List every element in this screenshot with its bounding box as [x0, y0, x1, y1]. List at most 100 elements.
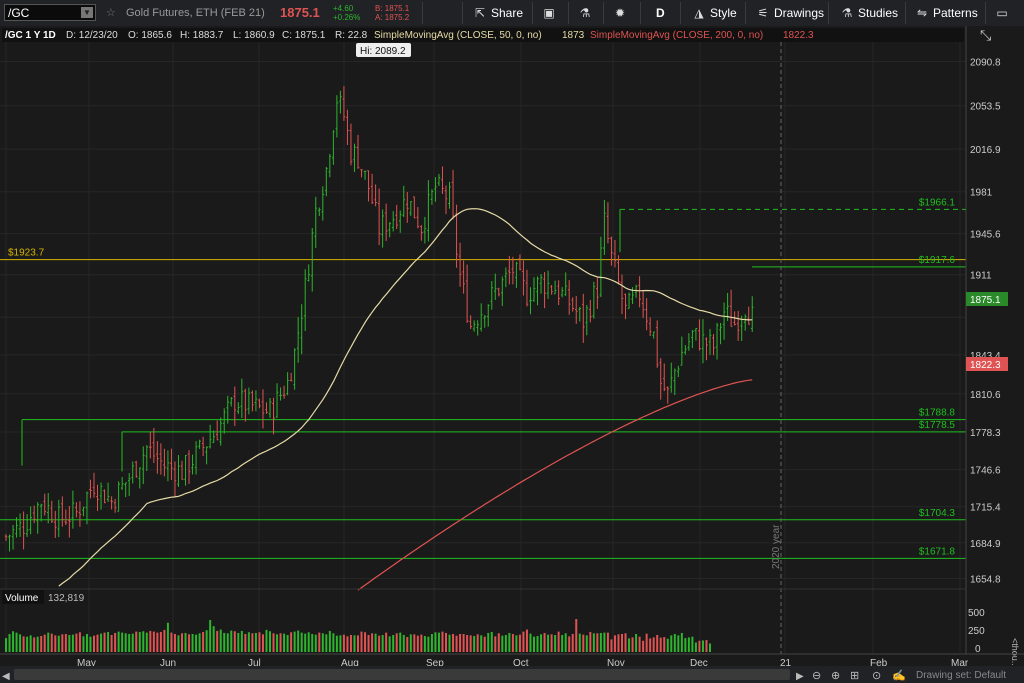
level-label: $1788.8: [919, 408, 956, 419]
volume-bar: [202, 631, 205, 652]
x-axis: May Jun Jul Aug Sep Oct Nov Dec 21 Feb Mar: [77, 658, 969, 669]
star-icon[interactable]: ☆: [106, 7, 116, 19]
volume-label-box: [2, 590, 44, 604]
toolbar: /GC ▼ ☆ Gold Futures, ETH (FEB 21) 1875.…: [0, 0, 1024, 27]
volume-bar: [223, 632, 226, 652]
volume-bar: [659, 637, 662, 652]
more-button[interactable]: ▭: [995, 0, 1013, 26]
style-icon: ◮: [694, 6, 704, 20]
volume-bar: [494, 636, 497, 652]
volume-bar: [645, 633, 648, 652]
y-tick-label: 1746.6: [970, 466, 1001, 477]
symbol-dropdown-icon[interactable]: ▼: [81, 7, 93, 18]
volume-bar: [631, 637, 634, 652]
divider: [680, 2, 681, 24]
y-tick-label: 1810.6: [970, 390, 1001, 401]
divider: [462, 2, 463, 24]
share-button[interactable]: ⇱ Share: [473, 0, 523, 26]
divider: [603, 2, 604, 24]
volume-bar: [237, 632, 240, 652]
sma200-price-tag-text: 1822.3: [970, 360, 1001, 371]
chart-menu-icon[interactable]: ⊙: [872, 670, 881, 682]
volume-bar: [522, 631, 525, 652]
volume-bar: [670, 635, 673, 652]
volume-bar: [709, 643, 711, 652]
style-button[interactable]: ◮ Style: [692, 0, 736, 26]
settings-button[interactable]: ✹: [613, 0, 631, 26]
volume-bar: [110, 635, 113, 652]
volume-bar: [304, 633, 307, 652]
volume-bar: [550, 634, 553, 652]
level-label: $1923.7: [8, 248, 45, 259]
patterns-icon: ⇋: [916, 6, 928, 20]
volume-bar: [325, 634, 328, 652]
volume-bar: [93, 635, 95, 652]
volume-bar: [188, 634, 191, 652]
volume-bar: [198, 633, 201, 652]
volume-bar: [57, 635, 60, 652]
volume-bar: [142, 631, 145, 652]
zoom-fit-icon[interactable]: ⊞: [850, 670, 859, 682]
moving-averages: [58, 208, 753, 591]
chart-area[interactable]: /GC 1 Y 1D D: 12/23/20 O: 1865.6 H: 1883…: [0, 26, 1024, 683]
volume-bar: [272, 633, 275, 652]
volume-bar: [8, 633, 11, 652]
scroll-left-icon[interactable]: ◀: [2, 671, 10, 682]
volume-bar: [195, 634, 198, 652]
vol-tick-500: 500: [968, 608, 985, 619]
zoom-out-icon[interactable]: ⊖: [812, 670, 821, 682]
notes-button[interactable]: ▣: [542, 0, 560, 26]
scroll-right-icon[interactable]: ▶: [796, 671, 804, 682]
volume-unit: <thou...: [1010, 638, 1020, 668]
volume-bar: [705, 640, 708, 652]
price-axis: [966, 26, 1024, 683]
volume-bar: [624, 633, 627, 652]
volume-bar: [339, 635, 342, 652]
y-axis: 2090.82053.52016.919811945.619111843.418…: [970, 58, 1001, 586]
volume-bar: [589, 631, 592, 652]
volume-bar: [423, 636, 426, 652]
volume-bar: [564, 633, 567, 652]
volume-bar: [392, 635, 395, 652]
symbol-input[interactable]: /GC ▼: [4, 4, 96, 21]
volume-bar: [599, 632, 602, 652]
volume-bar: [12, 631, 15, 652]
volume-bar: [360, 631, 363, 652]
grid: [0, 42, 966, 654]
volume-bar: [469, 635, 472, 652]
volume-bar: [251, 633, 254, 652]
volume-bar: [82, 636, 85, 652]
drawings-button[interactable]: ⚟ Drawings: [756, 0, 824, 26]
studies-button[interactable]: ⚗ Studies: [840, 0, 898, 26]
notes-icon: ▣: [543, 6, 555, 20]
volume-bar: [342, 634, 345, 652]
volume-label: Volume: [5, 593, 39, 604]
cursor-icon[interactable]: ✍: [892, 669, 906, 682]
volume-bar: [518, 634, 521, 652]
volume-bar: [226, 633, 229, 652]
flask-icon: ⚗: [579, 6, 591, 20]
zoom-in-icon[interactable]: ⊕: [831, 670, 840, 682]
drawing-set[interactable]: Drawing set: Default: [916, 670, 1006, 681]
x-tick-label: Oct: [513, 658, 529, 669]
lab-button[interactable]: ⚗: [578, 0, 596, 26]
volume-bar: [335, 635, 338, 652]
volume-bar: [476, 634, 479, 652]
volume-bar: [388, 636, 391, 652]
volume-bar: [68, 635, 71, 652]
volume-bar: [297, 630, 300, 652]
volume-bar: [89, 636, 92, 652]
volume-bar: [300, 632, 303, 652]
symbol-description: Gold Futures, ETH (FEB 21): [126, 7, 265, 19]
volume-bar: [448, 634, 451, 652]
volume-bar: [533, 636, 535, 652]
patterns-button[interactable]: ⇋ Patterns: [915, 0, 978, 26]
scroll-thumb[interactable]: [14, 669, 790, 680]
volume-bar: [536, 636, 539, 652]
x-tick-label: Mar: [951, 658, 969, 669]
volume-bar: [177, 635, 180, 652]
collapse-icon[interactable]: ⤡: [980, 27, 991, 43]
period-button[interactable]: D: [656, 6, 665, 20]
volume-bar: [511, 633, 514, 652]
y-tick-label: 1945.6: [970, 230, 1001, 241]
